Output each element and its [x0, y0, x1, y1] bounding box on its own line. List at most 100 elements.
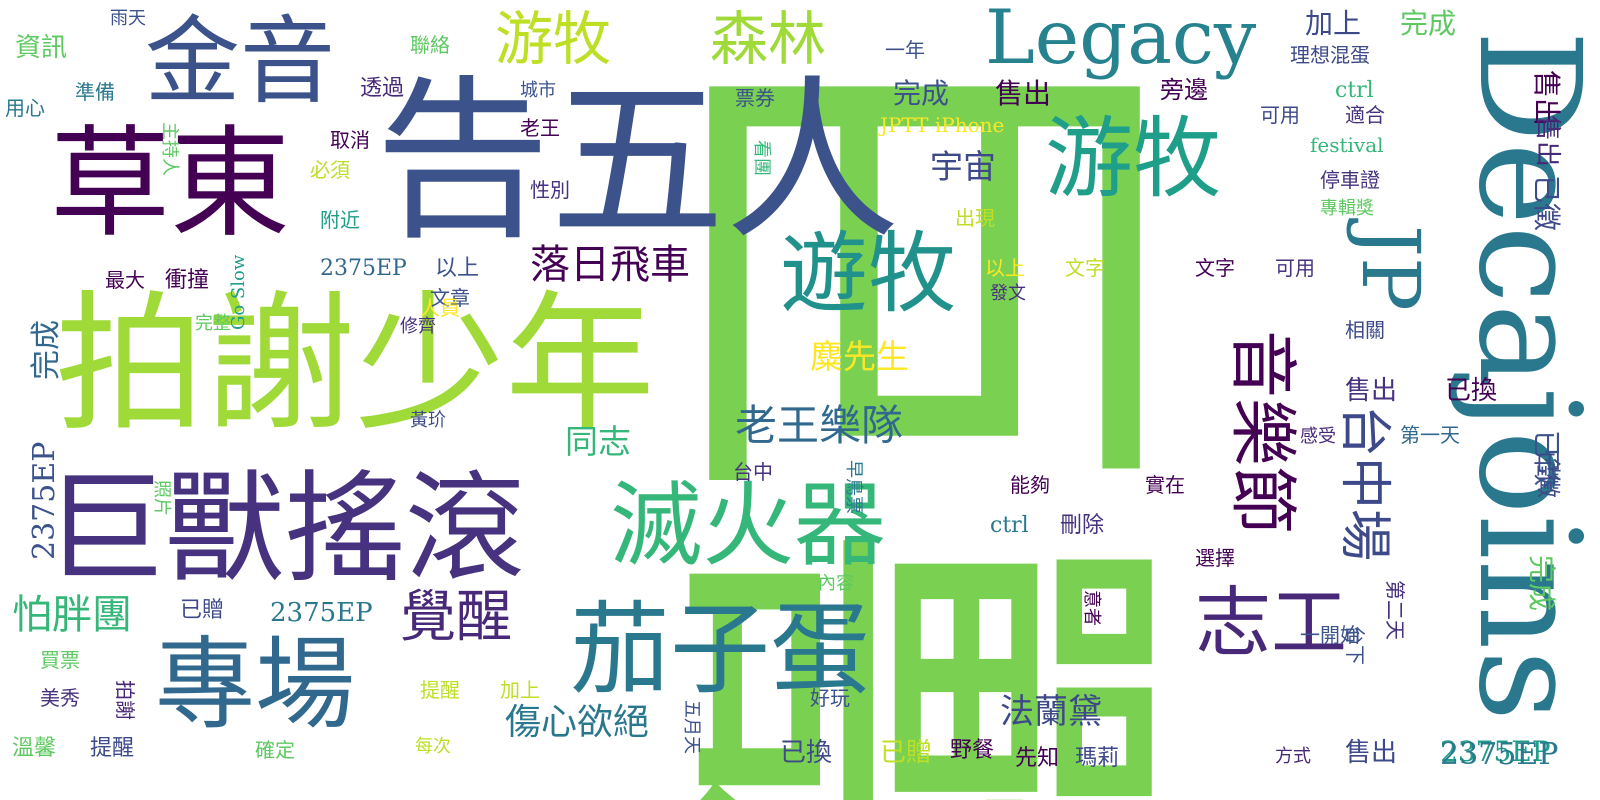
word-cloud-word: 人員: [420, 296, 460, 320]
word-cloud-word: 加上: [1305, 7, 1362, 40]
word-cloud-word: 能夠: [1010, 473, 1050, 497]
word-cloud-word: 透過: [360, 76, 405, 101]
word-cloud-word: 先知: [1015, 746, 1060, 771]
word-cloud-word: Legacy: [985, 0, 1257, 81]
word-cloud-word: 2375EP: [1440, 735, 1551, 768]
word-cloud-word: 聯絡: [410, 33, 450, 57]
word-cloud-word: 森林: [710, 5, 827, 73]
word-cloud-word: 完成: [893, 77, 950, 110]
word-cloud-word: 黃玠: [410, 410, 446, 431]
word-cloud-word: 草東: [50, 115, 290, 254]
word-cloud-word: 滅火器: [610, 472, 887, 579]
word-cloud-word: 同志: [565, 422, 631, 461]
word-cloud-word: 看團: [751, 140, 772, 176]
word-cloud-word: 提醒: [420, 678, 460, 702]
word-cloud-word: 確定: [255, 738, 295, 762]
word-cloud-word: 音樂節: [1222, 330, 1301, 535]
word-cloud-word: Go Slow: [228, 254, 249, 330]
word-cloud-word: 台中場: [1334, 405, 1394, 562]
word-cloud-word: 提醒: [90, 736, 135, 761]
word-cloud-word: 相關: [1345, 318, 1385, 342]
word-cloud-word: 拍謝少年: [55, 278, 656, 452]
word-cloud-word: 金音: [145, 7, 336, 117]
word-cloud-word: 可用: [1275, 256, 1315, 280]
word-cloud-word: 實在: [1145, 473, 1185, 497]
word-cloud-word: 遊牧: [780, 222, 957, 325]
word-cloud-word: 理想混蛋: [1290, 43, 1370, 67]
word-cloud-word: 一開始: [1300, 623, 1360, 647]
word-cloud-word: JPTT iPhone: [880, 113, 1005, 137]
word-cloud-word: 必須: [310, 158, 350, 182]
word-cloud-word: 完成: [29, 320, 64, 380]
word-cloud-word: 游牧: [1045, 107, 1222, 210]
word-cloud-word: 發文: [990, 283, 1026, 304]
word-cloud-word: 雨天: [110, 8, 146, 29]
word-cloud-word: 台中: [733, 460, 773, 484]
word-cloud-word: 宇宙: [930, 147, 996, 186]
word-cloud-word: 準備: [75, 80, 115, 104]
word-cloud-word: 台下: [1343, 625, 1367, 665]
word-cloud-word: 志工: [1195, 578, 1347, 667]
word-cloud-word: 出現: [955, 206, 995, 230]
word-cloud-word: 用心: [5, 96, 45, 120]
word-cloud-word: 刪除: [1060, 513, 1105, 538]
word-cloud-word: 第二天: [1383, 580, 1407, 640]
word-cloud-word: 告五人: [375, 61, 900, 264]
word-cloud-word: 城市: [520, 80, 556, 101]
word-cloud-word: 好玩: [810, 686, 850, 710]
word-cloud-word: 溫馨: [12, 736, 57, 761]
word-cloud-word: 售出: [1345, 738, 1398, 768]
word-cloud-word: 法蘭黛: [1000, 692, 1102, 732]
word-cloud-word: 已徵: [1534, 450, 1562, 498]
word-cloud-word: 早鳥票: [843, 460, 864, 514]
word-cloud-word: 瑪莉: [1075, 746, 1120, 771]
word-cloud-word: 最大: [105, 268, 145, 292]
word-cloud-word: 內容: [818, 573, 854, 594]
word-cloud-word: 取消: [330, 128, 370, 152]
word-cloud-word: 專場: [155, 626, 355, 743]
word-cloud-word: 已贈: [180, 598, 225, 623]
word-cloud-word: 售出: [1345, 376, 1398, 406]
word-cloud-word: 每次: [415, 736, 451, 757]
word-cloud-word: 意者: [1081, 590, 1102, 626]
word-cloud-word: 2375EP: [320, 256, 407, 281]
word-cloud-word: 已徵: [1530, 175, 1563, 232]
word-cloud-word: 選擇: [1195, 546, 1235, 570]
word-cloud-word: 已換: [1445, 376, 1498, 406]
word-cloud-word: 拍謝: [113, 680, 137, 720]
word-cloud-word: 售出: [1532, 115, 1562, 168]
word-cloud-word: 附近: [320, 208, 360, 232]
word-cloud-word: 老王樂隊: [735, 401, 904, 450]
word-cloud-word: 感受: [1300, 426, 1336, 447]
word-cloud-word: 麋先生: [810, 337, 909, 376]
word-cloud-word: 專輯獎: [1320, 198, 1374, 219]
word-cloud-word: 以上: [435, 256, 480, 281]
word-cloud-word: 已換: [780, 738, 833, 768]
word-cloud-word: 游牧: [495, 5, 612, 73]
word-cloud-word: 文章: [430, 286, 470, 310]
word-cloud-word: 一年: [885, 38, 925, 62]
word-cloud-word: 完成: [1400, 7, 1457, 40]
word-cloud-word: 性別: [530, 178, 570, 202]
word-cloud-word: 第一天: [1400, 423, 1460, 447]
word-cloud-word: 適合: [1345, 103, 1385, 127]
word-cloud-word: 照片: [151, 480, 172, 516]
word-cloud-word: 文字: [1065, 256, 1105, 280]
word-cloud-word: 以上: [985, 256, 1025, 280]
word-cloud-word: 巨獸搖滾: [45, 460, 525, 599]
word-cloud-word: 完成: [1525, 555, 1558, 612]
word-cloud-word: 2375EP: [270, 598, 373, 628]
word-cloud-word: 覺醒: [400, 585, 512, 650]
word-cloud-word: ctrl: [1335, 78, 1374, 103]
word-cloud-word: 落日飛車: [530, 242, 690, 288]
word-cloud-word: 可用: [1260, 103, 1300, 127]
word-cloud-word: 停車證: [1320, 168, 1380, 192]
word-cloud-word: JP: [1344, 225, 1437, 311]
word-cloud-word: 售出: [995, 77, 1052, 110]
word-cloud-word: 資訊: [15, 33, 68, 63]
word-cloud-word: 主持人: [159, 122, 180, 176]
word-cloud-word: 衝撞: [165, 268, 210, 293]
word-cloud-word: 加上: [500, 678, 540, 702]
word-cloud-word: 五月天: [681, 700, 702, 754]
